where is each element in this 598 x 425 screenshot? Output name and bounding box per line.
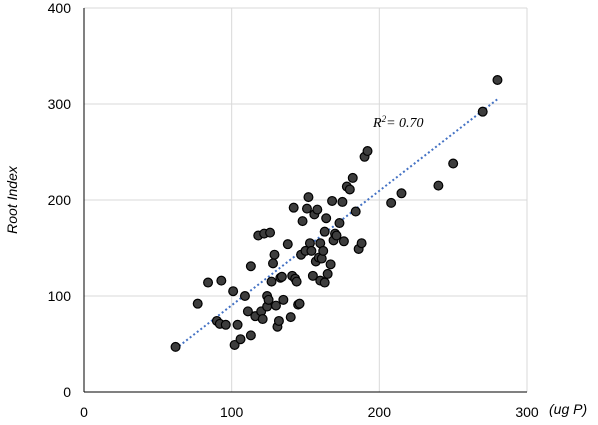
data-point	[325, 259, 336, 270]
x-axis-label: (ug P)	[549, 401, 587, 417]
data-point	[278, 294, 289, 305]
data-point	[276, 271, 287, 282]
data-point	[282, 239, 293, 250]
data-point	[220, 319, 231, 330]
data-point	[270, 300, 281, 311]
data-point	[263, 294, 274, 305]
data-point	[347, 172, 358, 183]
data-point	[269, 249, 280, 260]
data-point	[327, 195, 338, 206]
data-point	[228, 286, 239, 297]
data-point	[288, 202, 299, 213]
y-tick-label-400: 400	[48, 0, 72, 16]
data-point	[239, 291, 250, 302]
data-point	[266, 276, 277, 287]
data-point	[319, 277, 330, 288]
data-point	[203, 277, 214, 288]
data-point	[433, 180, 444, 191]
points-layer	[170, 74, 503, 352]
data-point	[356, 238, 367, 249]
data-point	[170, 341, 181, 352]
data-point	[322, 268, 333, 279]
data-point	[301, 203, 312, 214]
data-point	[265, 227, 276, 238]
data-point	[319, 226, 330, 237]
r-superscript: 2	[382, 114, 387, 124]
r-squared-annotation: R2= 0.70	[372, 114, 424, 131]
x-tick-label-0: 0	[80, 404, 88, 420]
r-symbol: R	[372, 116, 382, 131]
data-point	[307, 270, 318, 281]
data-point	[257, 314, 268, 325]
data-point	[396, 188, 407, 199]
data-point	[303, 192, 314, 203]
data-point	[337, 196, 348, 207]
data-point	[216, 275, 227, 286]
labels-layer: Root Index (ug P) R2= 0.70	[4, 114, 587, 417]
y-tick-label-0: 0	[63, 384, 71, 400]
y-axis-label: Root Index	[4, 165, 20, 234]
data-point	[291, 276, 302, 287]
data-point	[232, 319, 243, 330]
data-point	[477, 106, 488, 117]
y-tick-label-300: 300	[48, 96, 72, 112]
data-point	[294, 298, 305, 309]
data-point	[242, 306, 253, 317]
data-point	[285, 312, 296, 323]
data-point	[312, 204, 323, 215]
data-point	[331, 230, 342, 241]
data-point	[318, 245, 329, 256]
data-point	[448, 158, 459, 169]
y-tick-label-100: 100	[48, 288, 72, 304]
data-point	[362, 146, 373, 157]
data-point	[268, 258, 279, 269]
data-point	[235, 334, 246, 345]
y-tick-label-200: 200	[48, 192, 72, 208]
x-tick-label-200: 200	[368, 404, 392, 420]
data-point	[306, 245, 317, 256]
x-tick-label-100: 100	[220, 404, 244, 420]
data-point	[344, 184, 355, 195]
r-value: = 0.70	[386, 116, 423, 131]
data-point	[321, 213, 332, 224]
data-point	[273, 315, 284, 326]
data-point	[350, 206, 361, 217]
data-point	[297, 216, 308, 227]
x-tick-label-300: 300	[515, 404, 539, 420]
data-point	[338, 236, 349, 247]
data-point	[334, 218, 345, 229]
data-point	[192, 298, 203, 309]
data-point	[245, 330, 256, 341]
data-point	[492, 74, 503, 85]
data-point	[386, 197, 397, 208]
data-point	[245, 261, 256, 272]
axes-layer: 0 100 200 300 0 100 200 300 400	[48, 0, 539, 420]
data-point	[229, 339, 240, 350]
